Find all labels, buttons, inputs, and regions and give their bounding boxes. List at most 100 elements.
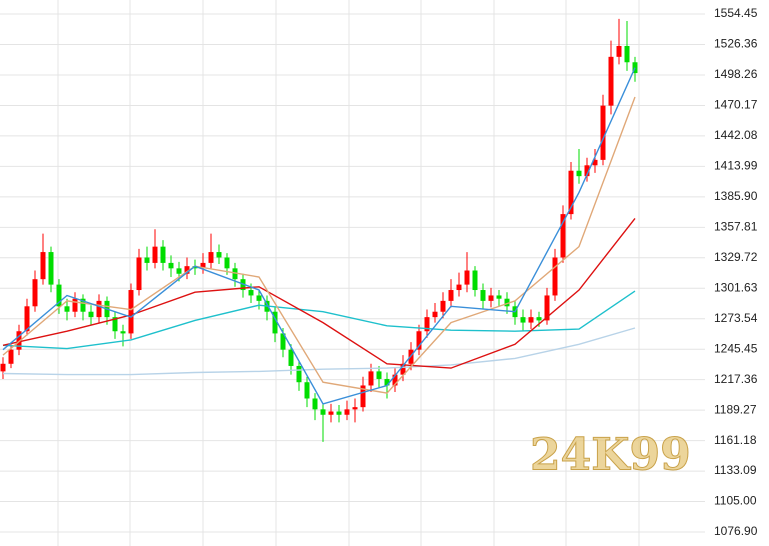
candle-body: [224, 257, 230, 269]
candle-body: [168, 262, 174, 269]
candle-body: [320, 409, 326, 415]
candle-body: [216, 252, 222, 258]
candle-body: [80, 298, 86, 312]
moving-average-line: [2, 217, 636, 369]
candle-body: [72, 298, 78, 312]
y-tick-label: 1076.90: [714, 524, 758, 538]
candle-body: [248, 290, 254, 296]
candle-body: [232, 268, 238, 280]
candle-body: [16, 331, 22, 350]
candle-body: [296, 365, 302, 383]
candle-body: [584, 165, 590, 177]
moving-average-line: [2, 290, 636, 350]
candle-body: [504, 298, 510, 307]
candle-body: [40, 252, 46, 280]
moving-average-line: [2, 67, 636, 405]
candle-body: [368, 371, 374, 386]
candle-body: [280, 333, 286, 350]
candle-body: [544, 295, 550, 321]
candle-body: [456, 284, 462, 291]
y-tick-label: 1301.63: [714, 280, 758, 294]
y-tick-label: 1470.17: [714, 98, 758, 112]
candle-body: [304, 382, 310, 399]
candle-body: [552, 257, 558, 296]
candle-body: [592, 159, 598, 166]
candle-body: [128, 290, 134, 334]
moving-average-line: [2, 96, 636, 394]
candle-body: [568, 170, 574, 215]
candle-body: [192, 266, 198, 269]
candle-body: [256, 295, 262, 301]
candle-body: [24, 306, 30, 332]
candle-body: [56, 284, 62, 307]
candle-body: [384, 378, 390, 386]
candle-body: [120, 331, 126, 334]
y-tick-label: 1133.09: [714, 463, 757, 477]
y-tick-label: 1189.27: [714, 402, 757, 416]
candle-body: [616, 45, 622, 57]
watermark: 24K99: [530, 430, 691, 481]
vertical-grid: [57, 0, 640, 546]
candle-body: [448, 290, 454, 301]
candle-body: [416, 331, 422, 350]
candle-body: [600, 105, 606, 160]
y-tick-label: 1526.36: [714, 37, 758, 51]
candle-body: [0, 363, 6, 372]
candle-body: [496, 295, 502, 299]
candle-body: [472, 270, 478, 291]
candle-body: [520, 317, 526, 323]
candle-body: [440, 300, 446, 312]
candle-body: [184, 266, 190, 274]
candle-body: [360, 385, 366, 408]
candle-body: [200, 262, 206, 269]
candle-body: [424, 317, 430, 332]
candle-body: [48, 252, 54, 285]
candle-body: [136, 257, 142, 291]
y-tick-label: 1273.54: [714, 311, 758, 325]
candle-body: [432, 311, 438, 318]
candle-body: [288, 349, 294, 366]
candle-body: [392, 374, 398, 386]
candle-body: [88, 311, 94, 318]
candle-body: [480, 290, 486, 301]
candle-body: [208, 252, 214, 263]
candle-body: [336, 411, 342, 415]
moving-average-line: [2, 327, 636, 376]
candle-body: [624, 45, 630, 63]
candle-body: [576, 170, 582, 177]
candle-body: [488, 295, 494, 301]
candle-body: [8, 349, 14, 364]
y-tick-label: 1554.45: [714, 6, 758, 20]
candle-body: [112, 317, 118, 332]
y-tick-label: 1442.08: [714, 128, 758, 142]
candle-body: [96, 300, 102, 318]
candle-body: [328, 411, 334, 415]
candle-body: [152, 246, 158, 263]
candle-body: [560, 214, 566, 258]
candle-body: [64, 306, 70, 312]
candle-body: [312, 398, 318, 410]
candle-body: [344, 409, 350, 415]
candle-body: [144, 257, 150, 263]
candle-body: [272, 311, 278, 334]
candle-body: [608, 56, 614, 106]
y-tick-label: 1217.36: [714, 372, 758, 386]
candle-body: [464, 270, 470, 285]
candle-body: [400, 363, 406, 375]
y-tick-label: 1245.45: [714, 341, 758, 355]
candle-body: [528, 317, 534, 323]
candle-body: [352, 407, 358, 410]
y-tick-label: 1105.00: [714, 494, 757, 508]
y-tick-label: 1385.90: [714, 189, 758, 203]
candle-body: [32, 279, 38, 307]
candle-body: [160, 246, 166, 263]
y-tick-label: 1413.99: [714, 159, 758, 173]
y-tick-label: 1161.18: [714, 433, 757, 447]
y-tick-label: 1329.72: [714, 250, 758, 264]
y-tick-label: 1498.26: [714, 67, 758, 81]
y-tick-label: 1357.81: [714, 219, 758, 233]
candle-body: [376, 371, 382, 379]
candle-body: [632, 62, 638, 74]
candle-body: [176, 268, 182, 274]
